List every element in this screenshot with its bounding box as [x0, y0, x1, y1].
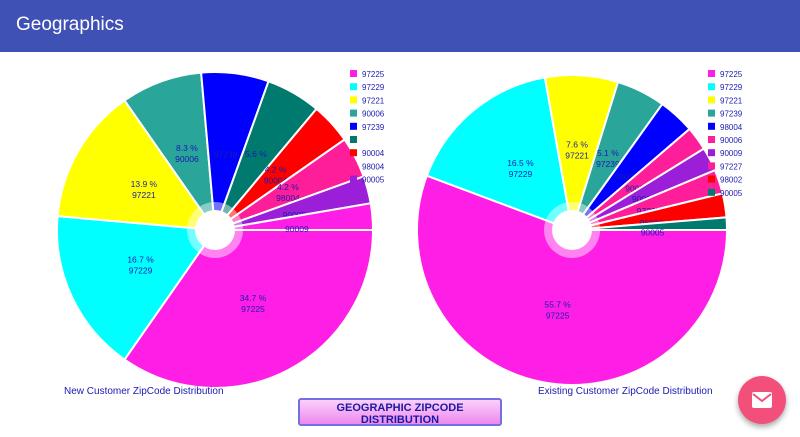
- pie-slice: [123, 229, 375, 389]
- content-area: 34.7 % 97225 16.7 % 97229 13.9 % 97221 8.3 % 90…: [0, 52, 800, 437]
- pie-slice: [425, 76, 574, 232]
- legend-label: 90004: [362, 149, 385, 158]
- legend-swatch: [350, 162, 357, 170]
- slice-percent-label: 4.2 %: [265, 165, 287, 175]
- geographic-zipcode-button[interactable]: GEOGRAPHIC ZIPCODE DISTRIBUTION: [298, 398, 502, 426]
- legend-label: 97227: [720, 162, 743, 171]
- legend-swatch: [350, 83, 357, 91]
- legend-label: 90005: [362, 176, 385, 185]
- legend-swatch: [350, 96, 357, 104]
- pie-legend-1: 97225 97229 97221 97239 98004 90006 90009 97227…: [708, 70, 743, 198]
- legend-label: 97221: [362, 96, 385, 105]
- legend-swatch: [350, 122, 357, 130]
- app-title: Geographics: [16, 14, 124, 35]
- new-customer-caption: New Customer ZipCode Distribution: [64, 386, 224, 397]
- legend-label: 97239: [720, 110, 743, 119]
- slice-zip-label: 90006: [175, 154, 199, 164]
- legend-label: 97229: [362, 83, 385, 92]
- legend-swatch: [350, 175, 357, 183]
- pie-hole: [552, 210, 592, 250]
- slice-zip-label: 97225: [241, 304, 265, 314]
- legend-swatch: [708, 188, 715, 196]
- slice-zip-label: 97229: [509, 169, 533, 179]
- legend-swatch: [708, 122, 715, 130]
- legend-label: 90006: [720, 136, 743, 145]
- legend-label: 90009: [720, 149, 743, 158]
- slice-percent-label: 5.6 %: [245, 149, 267, 159]
- slice-zip-label: 97239: [214, 150, 238, 160]
- slice-zip-label: 90004: [264, 176, 288, 186]
- legend-label: 97221: [720, 96, 743, 105]
- pie-slice: [56, 99, 218, 232]
- legend-swatch: [708, 175, 715, 183]
- legend-swatch: [708, 109, 715, 117]
- legend-swatch: [350, 109, 357, 117]
- mail-fab-button[interactable]: [738, 376, 786, 424]
- legend-label: 97225: [720, 70, 743, 79]
- slice-percent-label: 13.9 %: [131, 179, 158, 189]
- slice-zip-label: 90006: [625, 183, 649, 193]
- slice-percent-label: 7.6 %: [566, 140, 588, 150]
- mail-icon: [752, 392, 772, 408]
- legend-swatch: [708, 83, 715, 91]
- slice-zip-label: 97239: [596, 159, 620, 169]
- slice-zip-label: 97225: [546, 310, 570, 320]
- slice-percent-label: 16.7 %: [127, 255, 154, 265]
- slice-zip-label: 90005: [283, 210, 307, 220]
- slice-zip-label: 97229: [129, 266, 153, 276]
- slice-percent-label: 16.5 %: [507, 158, 534, 168]
- legend-swatch: [708, 70, 715, 77]
- legend-label: 90005: [720, 189, 743, 198]
- pie-slice: [571, 216, 729, 231]
- slice-percent-label: 34.7 %: [240, 293, 267, 303]
- app-bar: Geographics: [0, 0, 800, 52]
- slice-zip-label: 90005: [641, 228, 665, 238]
- slice-percent-label: 4.2 %: [277, 182, 299, 192]
- legend-swatch: [708, 96, 715, 104]
- legend-label: 90006: [362, 110, 385, 119]
- legend-swatch: [708, 149, 715, 157]
- slice-percent-label: 8.3 %: [176, 143, 198, 153]
- legend-label: 97225: [362, 70, 385, 79]
- slice-zip-label: 98004: [615, 172, 639, 182]
- legend-swatch: [350, 136, 357, 143]
- legend-label: 97239: [362, 123, 385, 132]
- legend-swatch: [350, 149, 357, 157]
- legend-swatch: [708, 162, 715, 170]
- slice-zip-label: 90009: [285, 224, 309, 234]
- pie-slice: [214, 202, 375, 231]
- legend-label: 98004: [362, 162, 385, 171]
- slice-zip-label: 97221: [565, 151, 589, 161]
- existing-customer-caption: Existing Customer ZipCode Distribution: [538, 386, 713, 397]
- slice-zip-label: 98004: [276, 193, 300, 203]
- legend-label: 98002: [720, 176, 743, 185]
- pie-slice: [416, 174, 729, 386]
- pie-chart-1: 55.7 %97225 16.5 %97229 7.6 %97221 5.1 %972…: [416, 74, 729, 386]
- slice-zip-label: 97221: [132, 190, 156, 200]
- slice-percent-label: 5.1 %: [597, 148, 619, 158]
- legend-label: 98004: [720, 123, 743, 132]
- legend-swatch: [350, 70, 357, 77]
- pie-legend-0: 97225 97229 97221 90006 97239 90004 98004 90005: [350, 70, 385, 185]
- pie-slice: [56, 215, 217, 361]
- slice-percent-label: 55.7 %: [544, 299, 571, 309]
- pie-hole: [195, 210, 235, 250]
- legend-label: 97229: [720, 83, 743, 92]
- legend-swatch: [708, 136, 715, 143]
